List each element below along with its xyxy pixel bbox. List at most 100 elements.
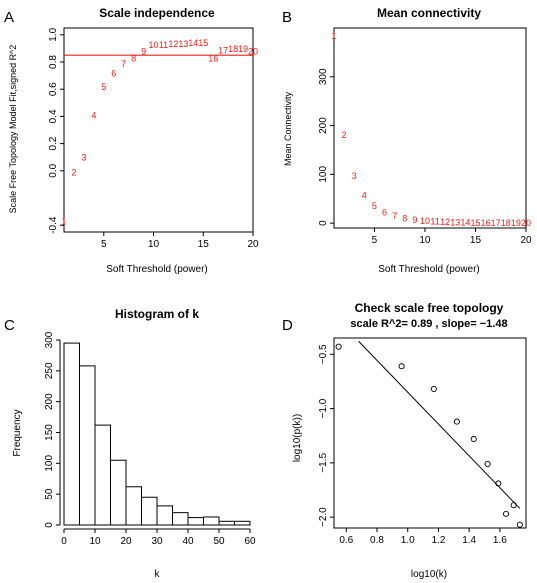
data-point-label: 11: [430, 217, 439, 227]
data-point: [398, 363, 405, 370]
data-point: [453, 418, 460, 425]
histogram-bar: [94, 424, 111, 526]
x-tick-label-c: 40: [182, 536, 194, 547]
y-tick-label-c: 100: [44, 455, 55, 472]
data-point-label: 17: [491, 218, 501, 228]
data-point-label: 15: [470, 218, 480, 228]
histogram-bar: [156, 505, 173, 526]
panel-letter-c: C: [4, 317, 15, 334]
y-tick-label-a: 0.6: [48, 82, 59, 96]
data-point-label: 11: [159, 40, 168, 50]
panel-c: C Histogram of k k Frequency 0 10 20 30 40 50…: [4, 307, 256, 580]
data-point-label: 6: [111, 68, 116, 78]
panel-b: B Mean connectivity Soft Threshold (powe…: [282, 6, 532, 275]
y-axis-label-b: Mean Connectivity: [283, 91, 293, 166]
y-tick-label-c: 0: [44, 522, 55, 528]
data-point-label: 10: [420, 216, 430, 226]
data-point-label: 3: [352, 171, 357, 181]
x-axis-label-d: log10(k): [411, 569, 447, 580]
y-tick-label-c: 50: [44, 488, 55, 500]
data-point-label: 3: [81, 153, 86, 163]
x-axis-label-a: Soft Threshold (power): [106, 264, 208, 275]
x-tick-label-d: 0.6: [339, 535, 353, 546]
data-point-label: 14: [188, 38, 198, 48]
y-tick-label-a: 0.0: [48, 163, 59, 177]
y-tick-label-a: 0.8: [48, 55, 59, 69]
histogram-bar: [63, 342, 80, 526]
data-point-label: 19: [238, 44, 248, 54]
plot-frame-d: [333, 337, 527, 529]
x-tick-label-d: 1.2: [431, 535, 445, 546]
x-tick-label-c: 10: [89, 536, 101, 547]
histogram-bar: [141, 496, 158, 526]
data-point-label: 10: [149, 40, 159, 50]
y-tick-label-b: 300: [318, 68, 329, 85]
data-point-label: 12: [168, 39, 178, 49]
x-tick-label-a: 10: [148, 239, 160, 250]
y-axis-label-c: Frequency: [12, 409, 23, 456]
x-tick-label-b: 20: [520, 235, 532, 246]
fit-line: [358, 340, 521, 509]
chart-title-a: Scale independence: [99, 6, 215, 20]
x-tick-label-d: 1.0: [401, 535, 415, 546]
data-point-label: 5: [101, 82, 106, 92]
data-point-label: 14: [460, 218, 470, 228]
y-tick-label-b: 100: [318, 166, 329, 183]
data-point-label: 1: [331, 31, 336, 41]
x-tick-label-c: 30: [151, 536, 163, 547]
y-tick-label-c: 300: [44, 331, 55, 348]
y-tick-label-b: 0: [318, 220, 329, 226]
x-tick-label-a: 5: [101, 239, 107, 250]
data-point-label: 17: [218, 45, 228, 55]
x-tick-label-d: 1.6: [493, 535, 507, 546]
histogram-bar: [79, 365, 96, 526]
x-tick-label-c: 0: [61, 536, 67, 547]
data-point: [470, 435, 477, 443]
data-point: [502, 510, 510, 517]
x-tick-label-a: 15: [198, 239, 210, 250]
data-point-label: 16: [208, 53, 218, 63]
chart-title-c: Histogram of k: [115, 307, 199, 321]
x-tick-label-a: 20: [247, 239, 259, 250]
x-tick-label-c: 60: [244, 536, 256, 547]
data-point-label: 5: [372, 201, 377, 211]
data-point-label: 13: [178, 39, 188, 49]
y-tick-label-a: 0.4: [48, 109, 59, 123]
y-tick-label-c: 200: [44, 393, 55, 410]
x-tick-label-b: 10: [419, 235, 431, 246]
y-tick-label-c: 250: [44, 362, 55, 379]
histogram-bar: [218, 520, 235, 526]
data-point-label: 18: [228, 44, 238, 54]
data-point: [495, 480, 502, 487]
histogram-bar: [187, 517, 204, 526]
data-point-label: 13: [450, 218, 460, 228]
data-point: [516, 521, 523, 528]
data-point-label: 4: [362, 190, 367, 200]
panel-letter-a: A: [4, 9, 14, 26]
data-point-label: 2: [71, 168, 76, 178]
data-point-label: 8: [402, 213, 407, 223]
data-point-label: 15: [198, 38, 208, 48]
panel-letter-b: B: [282, 9, 292, 26]
data-point-label: 1: [61, 217, 66, 227]
x-tick-label-d: 0.8: [370, 535, 384, 546]
chart-title-d: Check scale free topology: [355, 301, 504, 315]
data-point-label: 2: [342, 130, 347, 140]
data-point: [335, 343, 342, 350]
data-point-label: 18: [501, 218, 511, 228]
y-tick-label-a: 0.2: [48, 136, 59, 150]
data-point-label: 9: [412, 215, 417, 225]
histogram-bar: [172, 512, 189, 526]
data-point-label: 7: [121, 59, 126, 69]
y-tick-label-d: −1.0: [318, 398, 329, 418]
histogram-bar: [234, 520, 251, 526]
y-axis-label-d: log10(p(k)): [292, 414, 303, 462]
y-tick-label-a: 1.0: [48, 27, 59, 41]
data-point-label: 20: [521, 218, 531, 228]
data-point-label: 8: [131, 53, 136, 63]
data-point-label: 12: [440, 217, 450, 227]
data-point-label: 16: [481, 218, 491, 228]
panel-d: D Check scale free topology scale R^2= 0…: [282, 301, 527, 580]
y-tick-label-a: -0.4: [48, 216, 59, 234]
